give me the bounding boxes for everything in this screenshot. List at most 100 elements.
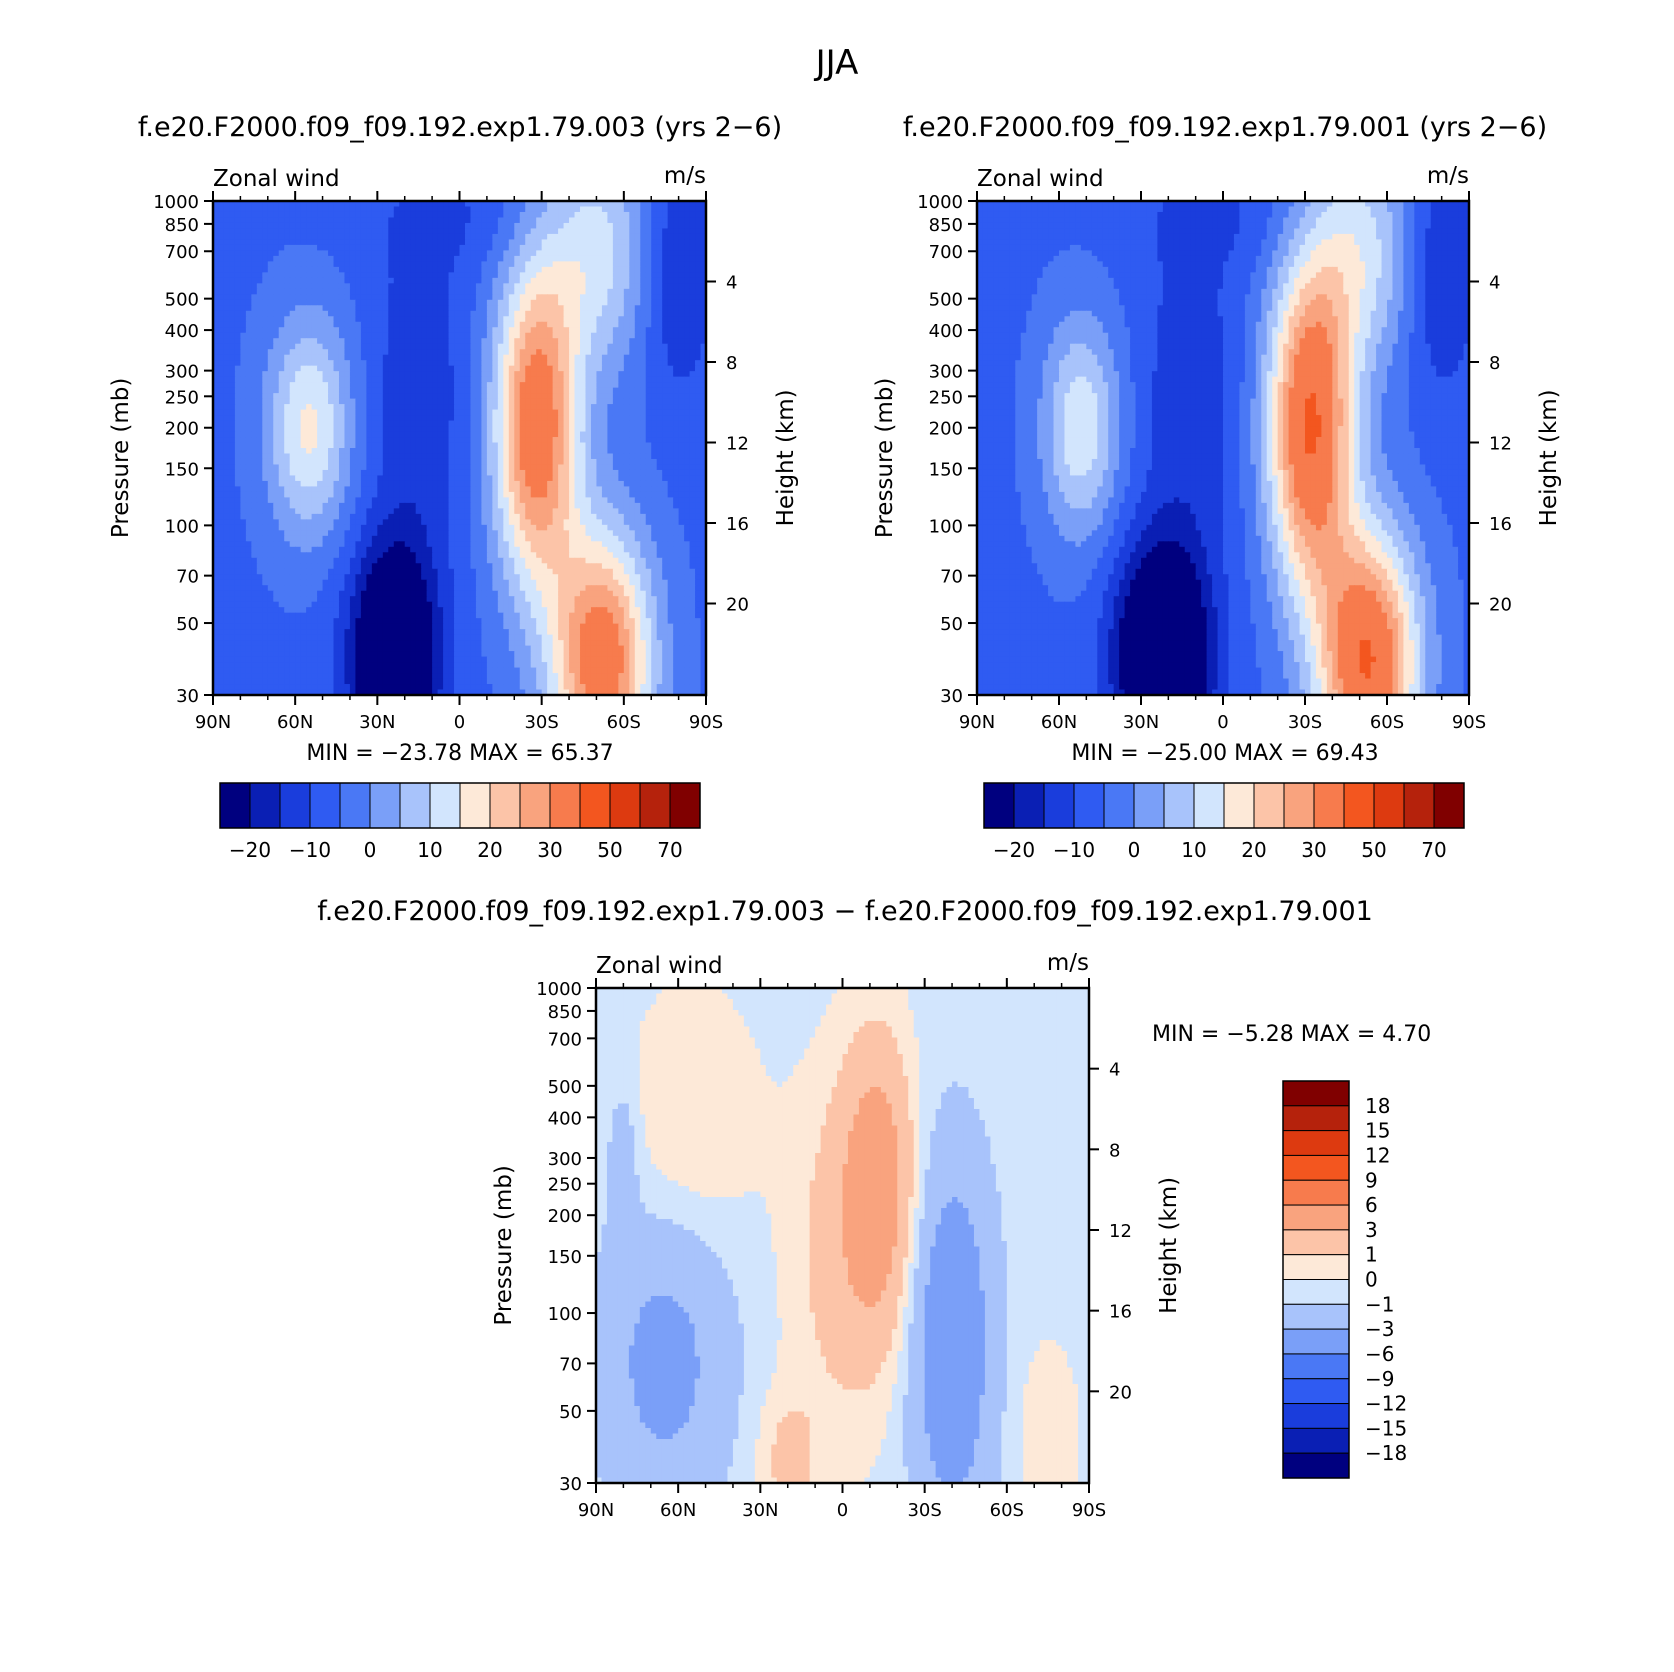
contour-cell <box>486 255 493 262</box>
contour-cell <box>366 321 373 328</box>
contour-cell <box>689 420 696 427</box>
contour-cell <box>514 233 521 241</box>
contour-cell <box>656 206 663 213</box>
contour-cell <box>366 442 373 449</box>
contour-cell <box>443 217 450 224</box>
contour-cell <box>667 332 674 339</box>
contour-cell <box>360 266 367 273</box>
contour-cell <box>481 404 488 411</box>
contour-cell <box>349 480 357 488</box>
contour-cell <box>251 398 258 405</box>
contour-cell <box>415 244 422 251</box>
contour-cell <box>448 294 455 301</box>
contour-cell <box>464 272 472 279</box>
contour-cell <box>344 415 351 422</box>
contour-cell <box>541 480 548 488</box>
contour-cell <box>607 497 614 504</box>
contour-cell <box>432 398 439 405</box>
contour-cell <box>678 415 685 422</box>
contour-cell <box>300 448 307 455</box>
contour-cell <box>678 382 685 389</box>
contour-cell <box>574 469 581 477</box>
contour-cell <box>651 360 658 367</box>
contour-cell <box>475 365 483 372</box>
contour-cell <box>547 365 554 372</box>
contour-cell <box>454 464 461 471</box>
contour-cell <box>448 277 455 284</box>
contour-cell <box>262 458 269 466</box>
contour-cell <box>443 480 450 488</box>
contour-cell <box>273 431 280 438</box>
contour-cell <box>536 415 543 422</box>
contour-cell <box>371 453 378 460</box>
contour-cell <box>700 426 706 433</box>
contour-cell <box>267 310 274 317</box>
contour-cell <box>486 217 493 224</box>
contour-cell <box>607 354 614 361</box>
contour-cell <box>574 316 581 323</box>
contour-cell <box>443 294 450 301</box>
contour-cell <box>432 206 439 213</box>
contour-cell <box>278 371 285 378</box>
contour-cell <box>667 426 674 433</box>
contour-cell <box>519 266 526 273</box>
contour-cell <box>404 497 411 504</box>
contour-cell <box>475 442 483 449</box>
contour-cell <box>618 338 625 345</box>
contour-cell <box>404 255 411 262</box>
contour-cell <box>497 349 504 356</box>
contour-cell <box>245 365 252 372</box>
contour-cell <box>601 316 608 323</box>
contour-cell <box>218 453 225 460</box>
contour-cell <box>574 206 581 213</box>
contour-cell <box>508 299 515 306</box>
contour-cell <box>393 442 400 449</box>
contour-cell <box>240 404 247 411</box>
contour-cell <box>284 316 291 323</box>
contour-cell <box>399 464 406 471</box>
contour-cell <box>673 201 680 208</box>
contour-cell <box>623 486 630 493</box>
contour-cell <box>289 442 296 449</box>
contour-cell <box>623 365 630 372</box>
contour-cell <box>311 239 318 246</box>
contour-cell <box>569 360 576 367</box>
contour-cell <box>508 244 515 251</box>
contour-cell <box>223 261 231 268</box>
contour-cell <box>410 426 417 433</box>
contour-cell <box>218 502 225 509</box>
contour-cell <box>678 426 685 433</box>
contour-cell <box>245 448 252 455</box>
contour-cell <box>289 316 296 323</box>
contour-cell <box>338 310 346 317</box>
contour-cell <box>459 420 466 427</box>
contour-cell <box>415 365 422 372</box>
contour-cell <box>371 206 378 213</box>
contour-cell <box>607 255 614 262</box>
contour-cell <box>251 266 258 273</box>
contour-cell <box>223 343 231 350</box>
contour-cell <box>541 469 548 477</box>
contour-cell <box>240 327 247 334</box>
contour-cell <box>662 338 669 345</box>
contour-cell <box>596 387 603 394</box>
contour-cell <box>580 217 587 224</box>
contour-cell <box>569 244 576 251</box>
contour-cell <box>404 211 411 219</box>
contour-cell <box>278 250 285 257</box>
contour-cell <box>470 310 477 317</box>
contour-cell <box>470 464 477 471</box>
contour-cell <box>289 382 296 389</box>
contour-cell <box>289 360 296 367</box>
contour-cell <box>223 316 231 323</box>
contour-cell <box>300 431 307 438</box>
contour-cell <box>443 211 450 219</box>
contour-cell <box>218 343 225 350</box>
contour-cell <box>240 360 247 367</box>
contour-cell <box>410 480 417 488</box>
contour-cell <box>536 349 543 356</box>
contour-cell <box>284 266 291 273</box>
contour-cell <box>569 310 576 317</box>
contour-cell <box>223 277 231 284</box>
contour-cell <box>640 371 647 378</box>
